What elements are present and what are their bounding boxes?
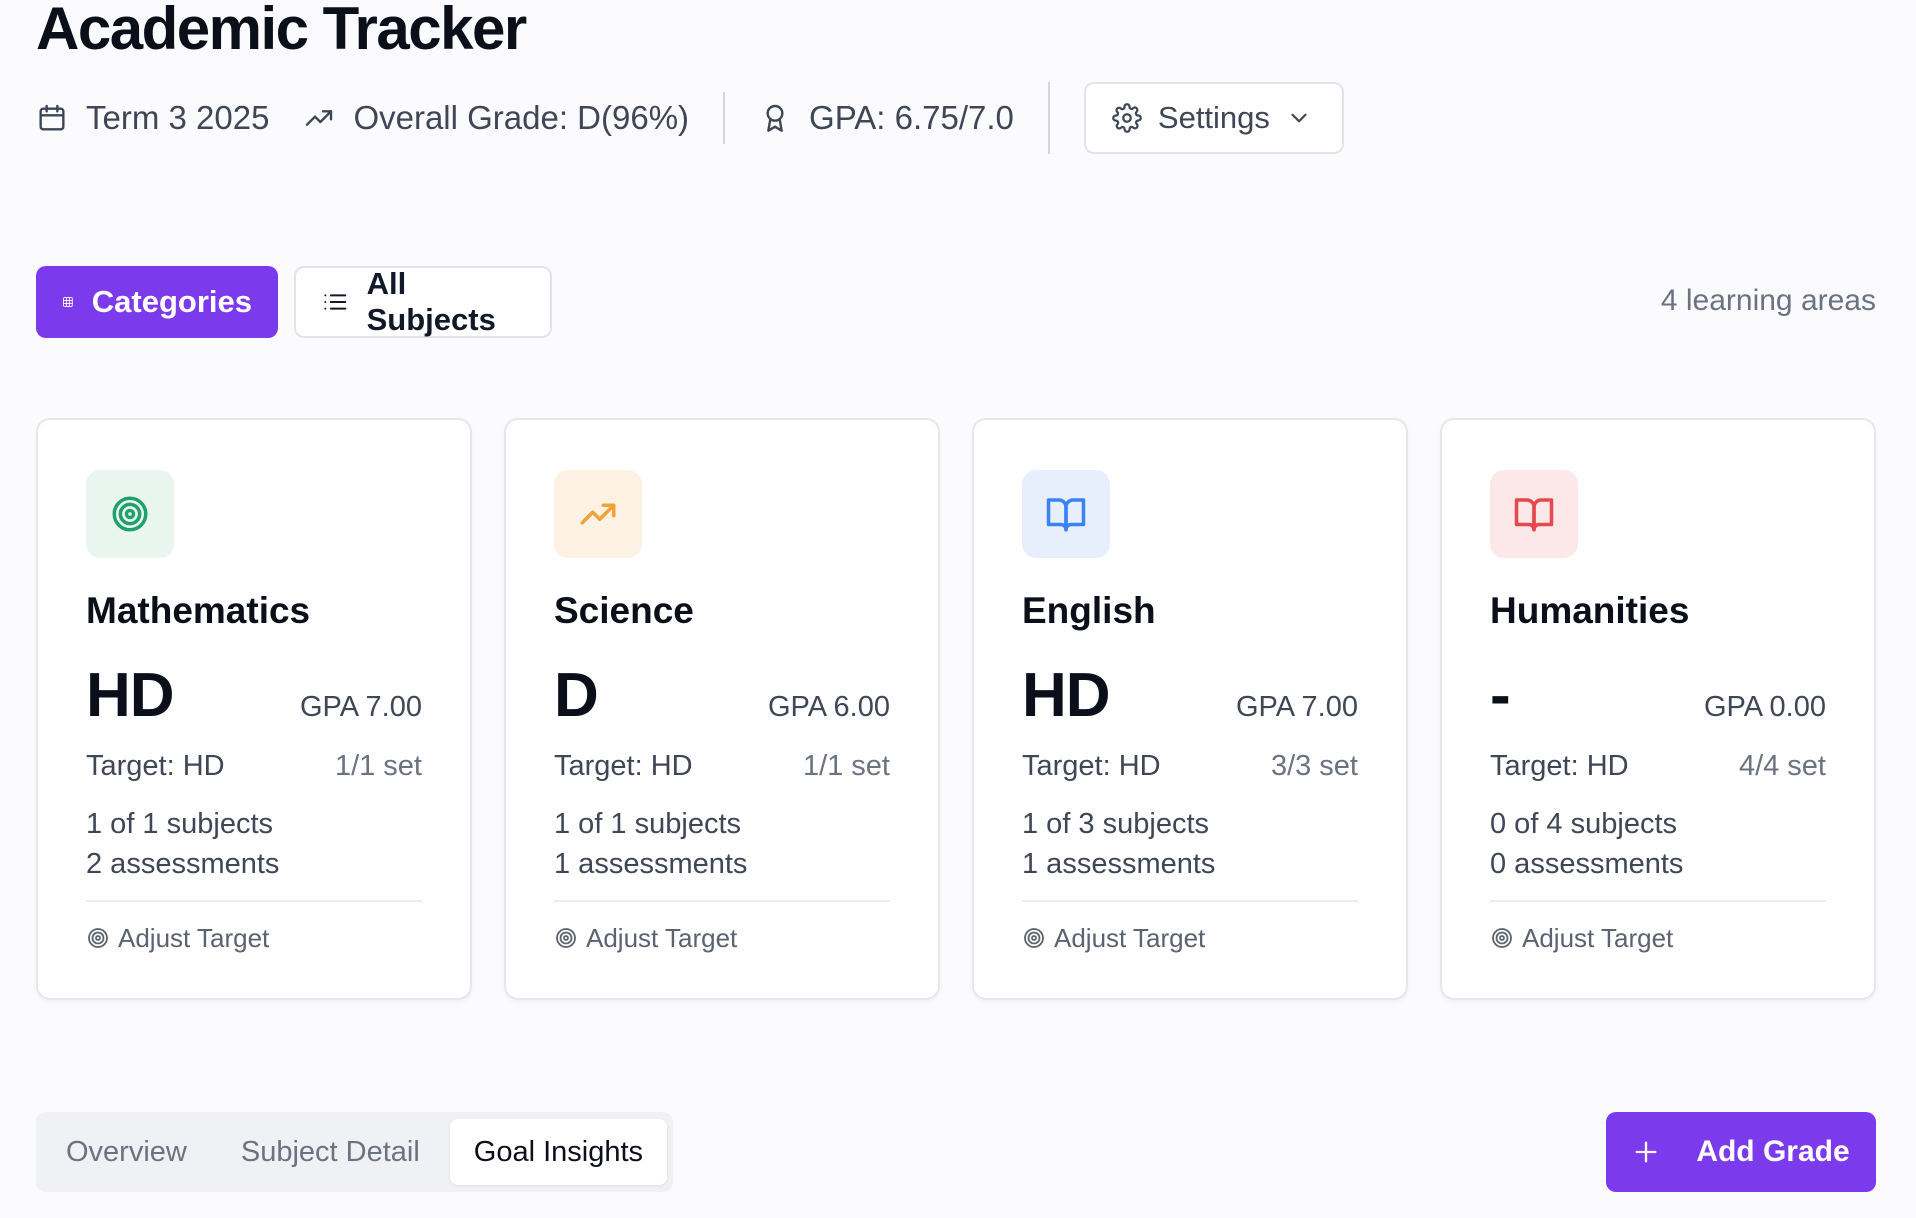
category-card-english[interactable]: English HD GPA 7.00 Target: HD 3/3 set 1… <box>972 418 1408 1000</box>
tab-goal-insights[interactable]: Goal Insights <box>449 1119 668 1185</box>
adjust-target-label: Adjust Target <box>586 922 738 953</box>
adjust-target-label: Adjust Target <box>118 922 270 953</box>
plus-icon <box>1635 1141 1657 1163</box>
category-gpa: GPA 7.00 <box>300 691 422 723</box>
grid-icon <box>63 297 73 307</box>
calendar-icon <box>39 104 65 131</box>
category-assessments: 1 assessments <box>554 848 748 880</box>
category-subjects: 0 of 4 subjects <box>1490 808 1677 840</box>
settings-dropdown-button[interactable]: Settings <box>1083 82 1344 154</box>
category-assessments: 1 assessments <box>1022 848 1216 880</box>
trending-up-icon <box>306 110 333 126</box>
category-grade: HD <box>1022 661 1111 730</box>
bottom-tabs: Overview Subject Detail Goal Insights <box>36 1112 674 1192</box>
category-icon-tile <box>1022 470 1110 558</box>
summary-bar: Term 3 2025 Overall Grade: D(96%) GPA: 6… <box>36 82 1344 154</box>
category-assessments: 0 assessments <box>1490 848 1684 880</box>
category-gpa: GPA 6.00 <box>768 691 890 723</box>
category-name: Humanities <box>1490 590 1690 631</box>
adjust-target-button[interactable]: Adjust Target <box>554 916 737 960</box>
category-icon-tile <box>1490 470 1578 558</box>
target-icon <box>1024 928 1044 948</box>
category-name: English <box>1022 590 1156 631</box>
category-target: Target: HD <box>86 750 225 782</box>
category-gpa: GPA 0.00 <box>1704 691 1826 723</box>
book-open-icon <box>1046 498 1086 532</box>
divider <box>86 900 422 902</box>
category-target: Target: HD <box>1022 750 1161 782</box>
target-icon <box>1492 928 1512 948</box>
overall-grade-label: Overall Grade: D(96%) <box>353 99 690 136</box>
category-grade: - <box>1490 661 1511 730</box>
category-set-count: 3/3 set <box>1270 750 1358 782</box>
divider <box>1022 900 1358 902</box>
page-title: Academic Tracker <box>36 0 527 62</box>
adjust-target-button[interactable]: Adjust Target <box>1490 916 1673 960</box>
learning-areas-count: 4 learning areas <box>1660 284 1876 317</box>
category-assessments: 2 assessments <box>86 848 280 880</box>
category-set-count: 1/1 set <box>802 750 890 782</box>
divider <box>1490 900 1826 902</box>
category-subjects: 1 of 3 subjects <box>1022 808 1209 840</box>
add-grade-button[interactable]: Add Grade <box>1606 1112 1876 1192</box>
categories-label: Categories <box>91 284 252 319</box>
adjust-target-label: Adjust Target <box>1054 922 1206 953</box>
category-icon-tile <box>554 470 642 558</box>
target-icon <box>112 496 148 532</box>
chevron-down-icon <box>1291 113 1307 123</box>
gpa-info: GPA: 6.75/7.0 <box>759 99 1014 137</box>
book-open-icon <box>1514 498 1554 532</box>
category-set-count: 4/4 set <box>1738 750 1826 782</box>
category-card-mathematics[interactable]: Mathematics HD GPA 7.00 Target: HD 1/1 s… <box>36 418 472 1000</box>
tab-overview[interactable]: Overview <box>66 1135 187 1168</box>
term-info: Term 3 2025 <box>36 99 269 137</box>
adjust-target-button[interactable]: Adjust Target <box>1022 916 1205 960</box>
list-icon <box>324 294 347 310</box>
category-gpa: GPA 7.00 <box>1236 691 1358 723</box>
term-label: Term 3 2025 <box>86 99 270 136</box>
category-grade: HD <box>86 661 175 730</box>
target-icon <box>556 928 576 948</box>
category-target: Target: HD <box>554 750 693 782</box>
category-card-science[interactable]: Science D GPA 6.00 Target: HD 1/1 set 1 … <box>504 418 940 1000</box>
category-target: Target: HD <box>1490 750 1629 782</box>
award-icon <box>766 104 784 132</box>
adjust-target-label: Adjust Target <box>1522 922 1674 953</box>
gpa-label: GPA: 6.75/7.0 <box>809 99 1014 136</box>
gear-icon <box>1112 103 1142 133</box>
categories-view-button[interactable]: Categories <box>36 266 278 338</box>
all-subjects-view-button[interactable]: All Subjects <box>294 266 552 338</box>
tab-subject-detail[interactable]: Subject Detail <box>240 1135 420 1168</box>
category-name: Science <box>554 590 694 631</box>
category-icon-tile <box>86 470 174 558</box>
divider <box>1047 82 1050 154</box>
view-toggle: Categories All Subjects <box>36 266 552 338</box>
add-grade-label: Add Grade <box>1696 1135 1850 1168</box>
overall-grade-info: Overall Grade: D(96%) <box>303 99 689 137</box>
all-subjects-label: All Subjects <box>366 266 496 337</box>
category-subjects: 1 of 1 subjects <box>554 808 741 840</box>
divider <box>554 900 890 902</box>
category-card-humanities[interactable]: Humanities - GPA 0.00 Target: HD 4/4 set… <box>1440 418 1876 1000</box>
settings-label: Settings <box>1157 100 1270 135</box>
target-icon <box>88 928 108 948</box>
trending-up-icon <box>580 503 616 525</box>
category-subjects: 1 of 1 subjects <box>86 808 273 840</box>
divider <box>723 92 726 144</box>
category-name: Mathematics <box>86 590 311 631</box>
category-set-count: 1/1 set <box>334 750 422 782</box>
adjust-target-button[interactable]: Adjust Target <box>86 916 269 960</box>
category-cards: Mathematics HD GPA 7.00 Target: HD 1/1 s… <box>36 418 1876 1000</box>
category-grade: D <box>554 661 599 730</box>
